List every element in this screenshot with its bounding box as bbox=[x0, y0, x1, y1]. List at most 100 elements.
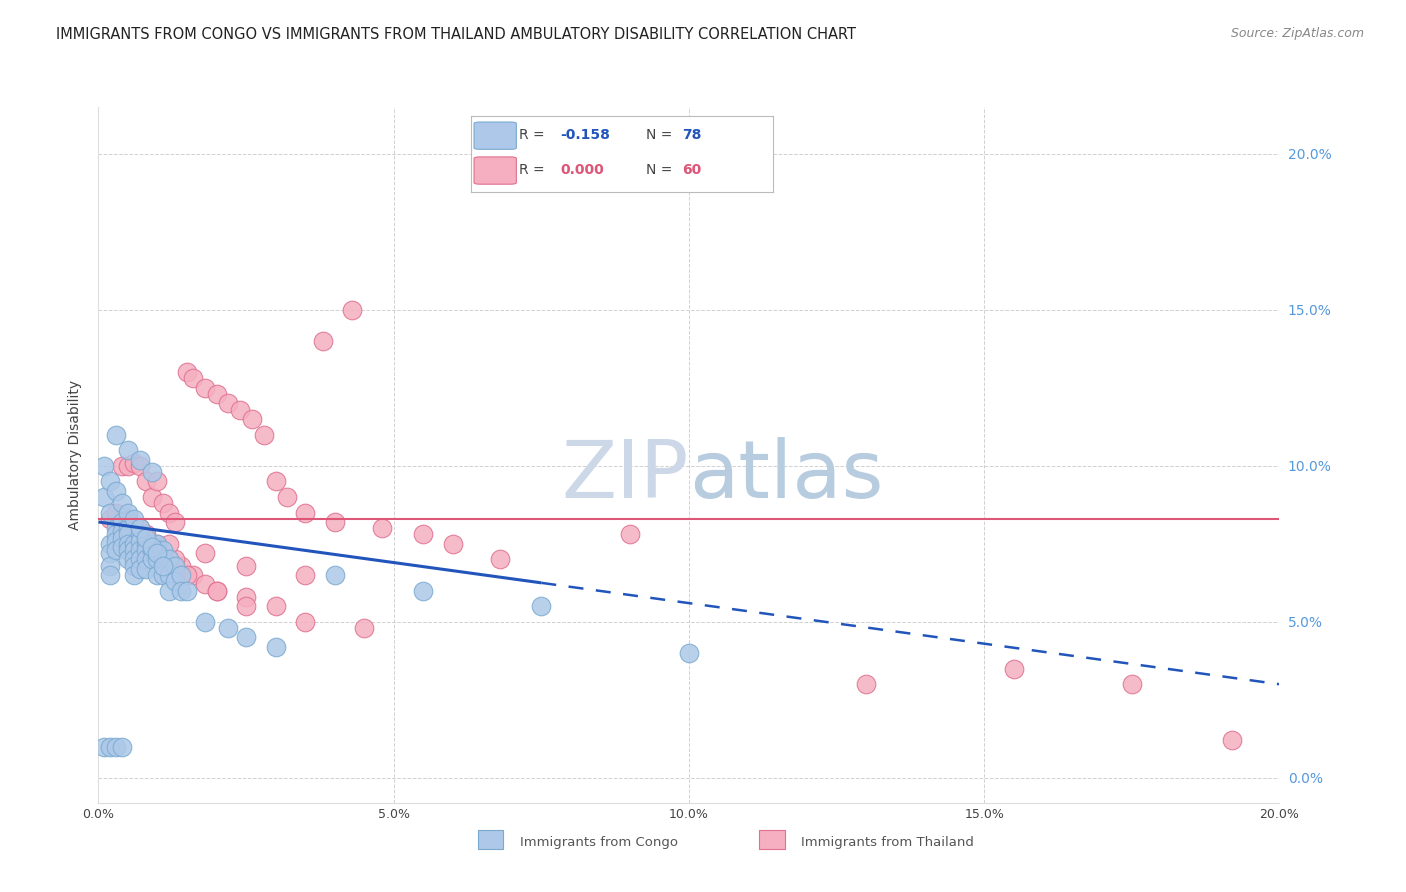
Point bbox=[117, 543, 139, 558]
Point bbox=[128, 552, 150, 566]
Text: Immigrants from Thailand: Immigrants from Thailand bbox=[801, 837, 974, 849]
Point bbox=[323, 515, 346, 529]
Point bbox=[205, 583, 228, 598]
Point bbox=[371, 521, 394, 535]
Point bbox=[128, 527, 150, 541]
Point bbox=[181, 568, 204, 582]
Point bbox=[135, 527, 157, 541]
Point bbox=[235, 558, 257, 573]
Text: atlas: atlas bbox=[689, 437, 883, 515]
Point bbox=[441, 537, 464, 551]
Text: -0.158: -0.158 bbox=[560, 128, 610, 143]
Point bbox=[105, 427, 128, 442]
Point bbox=[157, 537, 180, 551]
Text: 78: 78 bbox=[683, 128, 702, 143]
Point bbox=[135, 562, 157, 576]
Point bbox=[165, 552, 187, 566]
Point bbox=[264, 599, 287, 614]
Point bbox=[146, 537, 169, 551]
Point bbox=[105, 739, 128, 754]
Point bbox=[152, 568, 174, 582]
Point bbox=[205, 583, 228, 598]
Point bbox=[122, 568, 145, 582]
Point bbox=[1220, 733, 1243, 747]
Point bbox=[117, 537, 139, 551]
Point bbox=[412, 583, 434, 598]
Point bbox=[176, 365, 198, 379]
Point bbox=[105, 533, 128, 548]
Point bbox=[342, 302, 364, 317]
Point bbox=[111, 496, 134, 510]
Point bbox=[412, 527, 434, 541]
Point bbox=[170, 583, 193, 598]
Point bbox=[111, 458, 134, 473]
Point bbox=[122, 552, 145, 566]
Point bbox=[111, 515, 134, 529]
Point bbox=[489, 552, 512, 566]
Point bbox=[205, 387, 228, 401]
Point bbox=[253, 427, 276, 442]
Point bbox=[128, 543, 150, 558]
Point bbox=[264, 475, 287, 489]
Point bbox=[157, 552, 180, 566]
Point bbox=[294, 615, 316, 629]
Point bbox=[98, 537, 121, 551]
Point bbox=[98, 512, 121, 526]
Text: Source: ZipAtlas.com: Source: ZipAtlas.com bbox=[1230, 27, 1364, 40]
Point bbox=[157, 583, 180, 598]
Point bbox=[105, 483, 128, 498]
Point bbox=[135, 552, 157, 566]
Point bbox=[122, 521, 145, 535]
Point bbox=[152, 552, 174, 566]
Point bbox=[323, 568, 346, 582]
Point bbox=[1002, 662, 1025, 676]
Point bbox=[93, 490, 115, 504]
Point bbox=[117, 443, 139, 458]
Point bbox=[111, 739, 134, 754]
Point bbox=[146, 568, 169, 582]
Text: IMMIGRANTS FROM CONGO VS IMMIGRANTS FROM THAILAND AMBULATORY DISABILITY CORRELAT: IMMIGRANTS FROM CONGO VS IMMIGRANTS FROM… bbox=[56, 27, 856, 42]
Point bbox=[98, 506, 121, 520]
FancyBboxPatch shape bbox=[474, 157, 516, 185]
Point bbox=[105, 521, 128, 535]
Point bbox=[170, 568, 193, 582]
Point bbox=[194, 381, 217, 395]
Point bbox=[530, 599, 553, 614]
Text: N =: N = bbox=[647, 128, 678, 143]
Point bbox=[165, 574, 187, 589]
Point bbox=[122, 558, 145, 573]
Point bbox=[128, 533, 150, 548]
Point bbox=[176, 583, 198, 598]
Point bbox=[146, 475, 169, 489]
Point bbox=[240, 412, 263, 426]
Point bbox=[141, 490, 163, 504]
Point bbox=[117, 521, 139, 535]
Point bbox=[217, 396, 239, 410]
Point bbox=[146, 543, 169, 558]
Point bbox=[98, 475, 121, 489]
Point bbox=[194, 615, 217, 629]
Text: Immigrants from Congo: Immigrants from Congo bbox=[520, 837, 678, 849]
Point bbox=[194, 546, 217, 560]
Point bbox=[146, 546, 169, 560]
Point bbox=[157, 506, 180, 520]
Point bbox=[235, 590, 257, 604]
Point bbox=[135, 537, 157, 551]
Point bbox=[98, 568, 121, 582]
Point bbox=[122, 537, 145, 551]
Point bbox=[181, 371, 204, 385]
Point bbox=[98, 546, 121, 560]
Text: R =: R = bbox=[519, 163, 550, 178]
Point bbox=[105, 515, 128, 529]
Point bbox=[152, 543, 174, 558]
Point bbox=[117, 458, 139, 473]
Point bbox=[264, 640, 287, 654]
Point bbox=[235, 631, 257, 645]
Point bbox=[135, 531, 157, 545]
Point bbox=[165, 558, 187, 573]
Point bbox=[117, 512, 139, 526]
Point bbox=[165, 515, 187, 529]
Point bbox=[294, 506, 316, 520]
Point bbox=[105, 543, 128, 558]
Point bbox=[235, 599, 257, 614]
